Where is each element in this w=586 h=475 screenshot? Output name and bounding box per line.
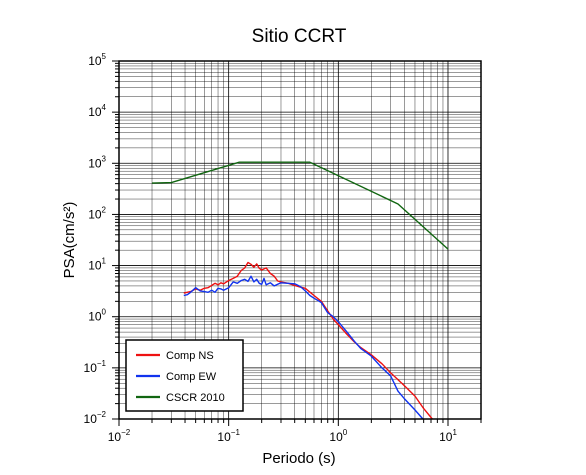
y-tick-label: 103 [88, 154, 106, 170]
y-tick-label: 10−2 [84, 410, 107, 426]
x-tick-label: 100 [329, 428, 347, 444]
x-axis-ticks: 10−2 10−1 100 101 [108, 419, 482, 444]
legend: Comp NS Comp EW CSCR 2010 [125, 339, 244, 412]
legend-label-comp-ew: Comp EW [166, 371, 217, 383]
x-tick-label: 10−2 [108, 428, 131, 444]
legend-label-cscr-2010: CSCR 2010 [166, 392, 225, 404]
y-tick-label: 101 [88, 257, 106, 273]
y-axis-ticks: 10−2 10−1 100 101 102 103 104 105 [84, 52, 119, 426]
plot-frame [118, 60, 482, 420]
y-tick-label: 100 [88, 308, 106, 324]
y-tick-label: 104 [88, 103, 106, 119]
legend-label-comp-ns: Comp NS [166, 350, 214, 362]
chart-title: Sitio CCRT [252, 26, 347, 47]
y-tick-label: 10−1 [84, 359, 107, 375]
series-line-cscr-2010 [151, 161, 449, 250]
y-tick-label: 102 [88, 205, 106, 221]
x-axis-label: Periodo (s) [262, 450, 335, 467]
data-series [151, 161, 449, 420]
x-tick-label: 10−1 [217, 428, 240, 444]
grid-lines [118, 60, 482, 420]
y-tick-label: 105 [88, 52, 106, 68]
series-line-comp-ew [183, 275, 424, 420]
y-axis-label: PSA(cm/s²) [61, 202, 78, 279]
x-tick-label: 101 [439, 428, 457, 444]
